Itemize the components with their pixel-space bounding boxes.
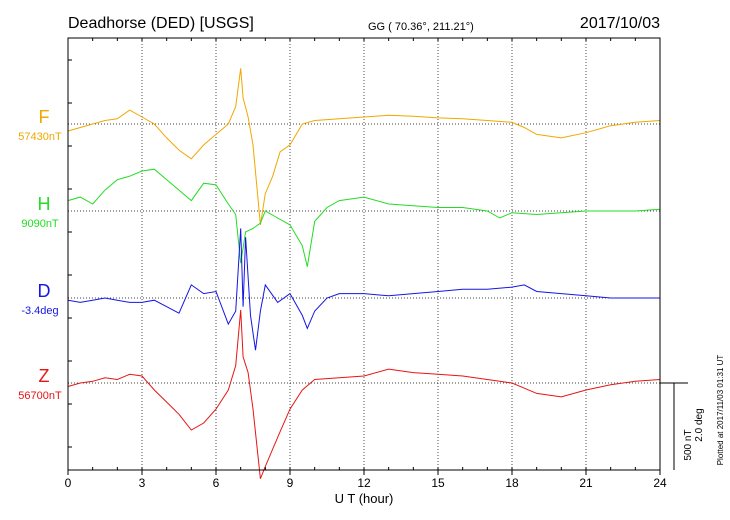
- channel-labels: F 57430nT H 9090nT D -3.4deg Z 56700nT: [18, 107, 62, 402]
- series-line-z: [67, 309, 661, 479]
- channel-name-d: D: [38, 281, 51, 301]
- x-tick-label: 6: [213, 476, 220, 490]
- plotted-timestamp: Plotted at 2017/11/03 01:31 UT: [716, 355, 725, 466]
- scale-label-nt: 500 nT: [683, 429, 694, 460]
- grid-lines: [141, 38, 587, 470]
- channel-baseline-z: 56700nT: [18, 390, 62, 402]
- series-lines: [67, 68, 661, 479]
- chart-title-date: 2017/10/03: [580, 15, 660, 32]
- x-axis-ticks: 0 3 6 9 12 15 18 21 24: [65, 38, 667, 490]
- channel-baseline-d: -3.4deg: [21, 305, 58, 317]
- channel-name-f: F: [39, 107, 50, 127]
- channel-name-z: Z: [39, 366, 50, 386]
- x-tick-label: 18: [505, 476, 519, 490]
- x-tick-label: 21: [579, 476, 593, 490]
- channel-name-h: H: [38, 194, 51, 214]
- x-tick-label: 0: [65, 476, 72, 490]
- x-tick-label: 12: [357, 476, 371, 490]
- x-tick-label: 15: [431, 476, 445, 490]
- plot-frame: [67, 37, 661, 471]
- channel-baseline-h: 9090nT: [21, 218, 59, 230]
- x-axis-label: U T (hour): [335, 491, 394, 506]
- series-line-f: [67, 68, 661, 225]
- scale-label-deg: 2.0 deg: [694, 408, 705, 441]
- x-tick-label: 9: [287, 476, 294, 490]
- series-line-h: [67, 168, 661, 267]
- x-tick-label: 24: [653, 476, 667, 490]
- chart-title-station: Deadhorse (DED) [USGS]: [68, 15, 254, 32]
- channel-baseline-f: 57430nT: [18, 131, 62, 143]
- series-line-d: [67, 228, 660, 351]
- x-tick-label: 3: [139, 476, 146, 490]
- chart-subtitle-coords: GG ( 70.36°, 211.21°): [368, 21, 474, 33]
